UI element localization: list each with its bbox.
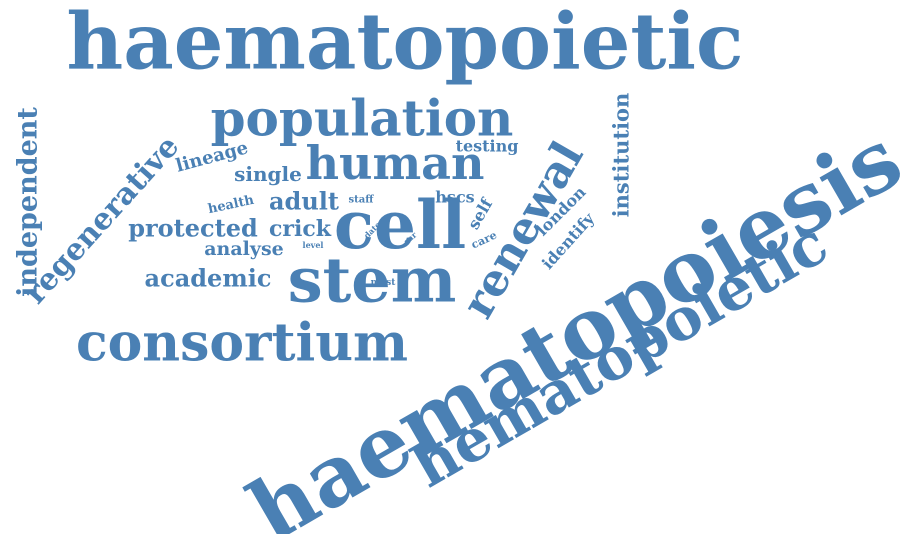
word-crick: crick <box>269 216 332 242</box>
word-stem: stem <box>288 244 457 317</box>
word-human: human <box>306 136 485 190</box>
word-level: level <box>303 240 324 250</box>
word-hscs: hscs <box>435 188 474 207</box>
word-institution: institution <box>609 93 634 218</box>
word-consortium: consortium <box>76 313 408 374</box>
word-most: most <box>371 278 397 288</box>
word-staff: staff <box>349 195 375 206</box>
word-protected: protected <box>128 214 258 243</box>
word-haematopoietic: haematopoietic <box>67 0 744 88</box>
word-adult: adult <box>269 187 339 216</box>
word-population: population <box>211 89 514 148</box>
word-single: single <box>234 162 302 186</box>
word-cell: cell <box>334 186 466 264</box>
word-independent: independent <box>13 107 44 297</box>
word-academic: academic <box>145 264 272 293</box>
word-testing: testing <box>456 137 519 156</box>
word-analyse: analyse <box>204 238 283 260</box>
